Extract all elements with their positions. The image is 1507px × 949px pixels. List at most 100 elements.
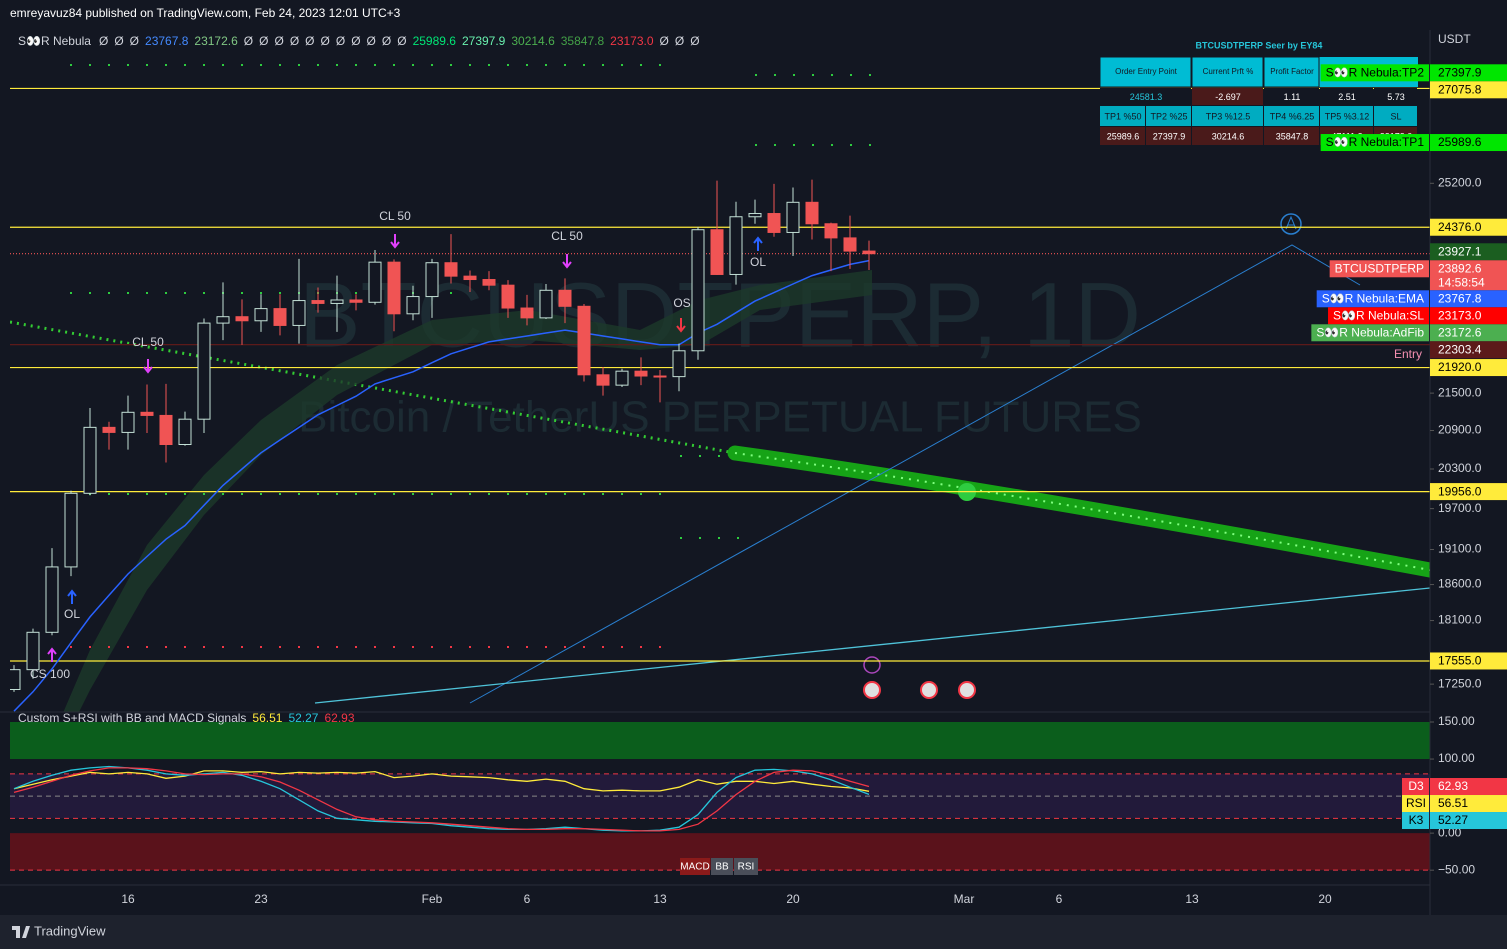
indicator-value: Ø [274, 34, 283, 48]
table-cell-text: 30214.6 [1212, 131, 1245, 141]
table-cell-text: -2.697 [1215, 92, 1241, 102]
candle-body [292, 300, 306, 326]
indicator-value: Ø [382, 34, 391, 48]
price-label-box [1430, 307, 1507, 325]
y-tick-label: 17250.0 [1438, 676, 1482, 690]
candle-body [596, 374, 610, 386]
candle-body [349, 299, 363, 303]
pane-button [711, 858, 733, 875]
indicator-value: 27397.9 [462, 34, 506, 48]
price-label: 27397.9 [1438, 65, 1482, 79]
candle-body [254, 308, 268, 322]
price-label: 23173.0 [1438, 308, 1482, 322]
candle-body [558, 289, 572, 307]
price-label: 21920.0 [1438, 360, 1482, 374]
candle-body [520, 307, 534, 319]
name-label-box [1320, 64, 1429, 82]
annotation: CL 50 [132, 335, 164, 349]
candle-body [748, 213, 762, 218]
candle-body [10, 669, 21, 691]
brand-logo [12, 926, 30, 938]
x-tick-label: 16 [121, 892, 135, 906]
indicator-value: 52.27 [288, 711, 318, 725]
name-label: RSI [1406, 796, 1426, 810]
countdown: 14:58:54 [1438, 275, 1485, 289]
price-label-box [1430, 359, 1507, 377]
table-cell-text: 27397.9 [1153, 131, 1186, 141]
candle-body [634, 370, 648, 377]
candle-body [159, 414, 173, 445]
name-label-box [1316, 290, 1429, 308]
table-cell-text: TP1 %50 [1104, 111, 1141, 121]
candle-body [824, 223, 838, 239]
y-tick-label: −50.00 [1438, 862, 1475, 876]
x-tick-label: Mar [954, 892, 975, 906]
table-cell [1320, 106, 1373, 126]
candle-body [64, 492, 78, 568]
table-cell-text: TP4 %6.25 [1270, 111, 1315, 121]
value-label-box [1430, 812, 1507, 830]
candle-body [729, 216, 743, 275]
candle-body [672, 350, 686, 378]
header-bar [0, 0, 1507, 28]
indicator-value: Ø [130, 34, 139, 48]
x-tick-label: 6 [1056, 892, 1063, 906]
table-cell [1146, 106, 1191, 126]
event-icon [920, 681, 938, 699]
pane-button [680, 858, 710, 875]
table-header: Profit Factor [1270, 67, 1314, 76]
trend-band-dots [734, 452, 1430, 571]
price-label-box [1430, 324, 1507, 342]
candle-body [273, 308, 287, 326]
table-cell [1192, 88, 1263, 105]
candle-body [216, 316, 230, 324]
candle-body [330, 299, 344, 304]
table-cell [1100, 88, 1191, 105]
y-tick-label: 19100.0 [1438, 542, 1482, 556]
footer [0, 915, 1507, 949]
indicator-value: Ø [290, 34, 299, 48]
table-cell-text: TP2 %25 [1150, 111, 1187, 121]
event-icon [958, 681, 976, 699]
table-cell-text: 25989.6 [1107, 131, 1140, 141]
name-label: S👀R Nebula:SL [1333, 308, 1424, 322]
candle-body [843, 237, 857, 252]
candle-body [463, 275, 477, 281]
currency: USDT [1438, 32, 1471, 46]
name-label: S👀R Nebula:TP2 [1326, 65, 1425, 79]
indicator-value: 25989.6 [413, 34, 457, 48]
x-tick-label: 20 [786, 892, 800, 906]
table-cell [1374, 88, 1417, 105]
series-line [13, 765, 870, 832]
table-cell [1320, 88, 1373, 105]
indicator-value: 30214.6 [511, 34, 555, 48]
candle-body [121, 411, 135, 433]
name-label: BTCUSDTPERP [1335, 261, 1424, 275]
indicator-value: Ø [259, 34, 268, 48]
table-cell-text: TP5 %3.12 [1325, 111, 1370, 121]
price-label-box [1430, 64, 1507, 82]
candle-body [444, 262, 458, 277]
zone [10, 722, 1430, 760]
table-cell-text: TP3 %12.5 [1206, 111, 1251, 121]
candle-body [235, 316, 249, 322]
table-cell [1263, 56, 1320, 88]
name-label-box [1402, 812, 1429, 830]
candle-body [767, 213, 781, 233]
price-label: 17555.0 [1438, 654, 1482, 668]
indicator-value: Ø [690, 34, 699, 48]
value-label-box [1430, 778, 1507, 796]
name-label-box [1328, 307, 1429, 325]
price-label-box [1430, 260, 1507, 291]
table-cell-text: 5.73 [1387, 92, 1405, 102]
price-label-box [1430, 218, 1507, 236]
annotation: CL 50 [379, 209, 411, 223]
annotation: OL [64, 607, 80, 621]
candle-body [710, 229, 724, 275]
y-tick-label: 20900.0 [1438, 423, 1482, 437]
price-label-box [1430, 652, 1507, 670]
indicator-value: Ø [321, 34, 330, 48]
table-cell [1264, 106, 1319, 126]
value-label-box [1430, 795, 1507, 813]
